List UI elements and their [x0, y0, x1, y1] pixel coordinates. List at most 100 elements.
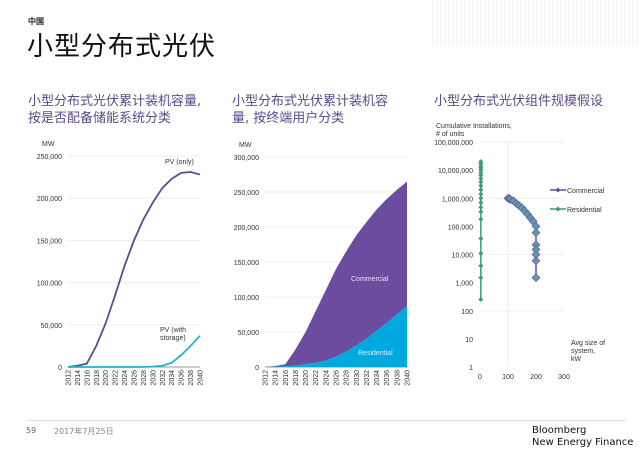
chart1-ytick-label: 250,000 — [37, 154, 62, 161]
chart1-ytick-label: 150,000 — [37, 238, 62, 245]
page-title: 小型分布式光伏 — [27, 32, 217, 62]
chart3-point-commercial — [531, 273, 541, 283]
chart2-xtick-label: 2020 — [303, 370, 310, 386]
chart3-ytick-label: 100,000,000 — [434, 140, 473, 147]
chart3-ytick-label: 10 — [465, 337, 473, 344]
chart1-ytick-label: 50,000 — [41, 323, 63, 330]
chart3-ytick-label: 100 — [461, 309, 473, 316]
chart2-xtick-label: 2034 — [374, 370, 381, 386]
chart1-xtick-label: 2018 — [94, 370, 101, 386]
chart1-xtick-label: 2028 — [141, 370, 148, 386]
chart1-xtick-label: 2020 — [103, 370, 110, 386]
chart3-point-residential — [478, 250, 484, 256]
chart2-ytick-label: 0 — [255, 365, 259, 372]
chart3-legend-marker-residential — [555, 206, 561, 212]
chart2-ytick-label: 150,000 — [234, 260, 259, 267]
chart3-xlabel: kW — [571, 356, 582, 363]
chart1-xtick-label: 2014 — [75, 370, 82, 386]
watermark — [432, 0, 640, 45]
chart3-point-residential — [478, 236, 484, 242]
chart1-ylabel: MW — [42, 141, 55, 148]
chart3-point-residential — [478, 179, 484, 185]
footer-date: 2017年7月25日 — [54, 427, 114, 436]
chart3-point-residential — [478, 275, 484, 281]
chart1-xtick-label: 2024 — [122, 370, 129, 386]
chart1-xtick-label: 2034 — [169, 370, 176, 386]
chart3-xtick-label: 300 — [558, 374, 570, 381]
chart3-point-residential — [478, 159, 484, 165]
chart3-ytick-label: 1,000 — [455, 281, 473, 288]
chart1-xtick-label: 2016 — [84, 370, 91, 386]
chart2-xtick-label: 2032 — [364, 370, 371, 386]
chart2-xtick-label: 2030 — [354, 370, 361, 386]
chart1-label-pv-only: PV (only) — [165, 159, 194, 166]
chart3-ytick-label: 10,000,000 — [438, 168, 473, 175]
chart3-ylabel-line2: # of units — [436, 131, 465, 138]
chart1-xtick-label: 2022 — [113, 370, 120, 386]
page-number: 59 — [26, 426, 37, 435]
chart2-xtick-label: 2014 — [273, 370, 280, 386]
chart2-xtick-label: 2026 — [334, 370, 341, 386]
chart3-point-residential — [478, 209, 484, 215]
chart2-title: 小型分布式光伏累计装机容量, 按终端用户分类 — [232, 94, 389, 126]
footer-divider — [26, 420, 626, 421]
chart3-ytick-label: 100,000 — [448, 224, 473, 231]
chart2-area-commercial — [265, 181, 407, 367]
brand-line2: New Energy Finance — [532, 437, 634, 448]
chart3-ytick-label: 10,000 — [452, 253, 474, 260]
chart1-series-line-pv-with-storage — [68, 335, 201, 368]
chart3-point-residential — [478, 183, 484, 189]
chart1-xtick-label: 2040 — [198, 370, 205, 386]
region-label: 中国 — [28, 17, 44, 26]
chart1-xtick-label: 2026 — [132, 370, 139, 386]
chart2-label-commercial: Commercial — [351, 276, 389, 283]
chart2-xtick-label: 2024 — [323, 370, 330, 386]
chart1-title: 小型分布式光伏累计装机容量, 按是否配备储能系统分类 — [28, 94, 202, 126]
chart3-xlabel: Avg size of — [571, 340, 605, 347]
chart2-ytick-label: 100,000 — [234, 295, 259, 302]
chart3-point-residential — [478, 204, 484, 210]
chart3-ytick-label: 1 — [469, 365, 473, 372]
chart1-ytick-label: 0 — [58, 365, 62, 372]
chart3-point-residential — [478, 297, 484, 303]
chart3-xlabel: system, — [571, 348, 595, 355]
chart3-legend-label-residential: Residential — [567, 207, 602, 214]
chart3-point-residential — [478, 200, 484, 206]
chart3-xtick-label: 0 — [478, 374, 482, 381]
chart3-ytick-label: 1,000,000 — [442, 196, 473, 203]
chart3-point-commercial — [531, 228, 541, 238]
chart1-xtick-label: 2038 — [188, 370, 195, 386]
chart3-xtick-label: 200 — [530, 374, 542, 381]
chart1-series-line-pv-only — [67, 171, 201, 368]
chart2-ytick-label: 250,000 — [234, 190, 259, 197]
chart3-legend-label-commercial: Commercial — [567, 188, 605, 195]
chart3-point-residential — [478, 263, 484, 269]
chart1-ytick-label: 200,000 — [37, 196, 62, 203]
chart2-xtick-label: 2036 — [384, 370, 391, 386]
chart2-label-residential: Residential — [358, 350, 393, 357]
chart3-point-residential — [478, 216, 484, 222]
chart3-ylabel-line1: Cumulative Installations, — [436, 123, 512, 130]
chart1-ytick-label: 100,000 — [37, 281, 62, 288]
chart2-ytick-label: 50,000 — [238, 330, 260, 337]
chart1-xtick-label: 2012 — [66, 370, 73, 386]
chart2-xtick-label: 2040 — [405, 370, 412, 386]
chart3-legend-marker-commercial — [555, 187, 561, 193]
chart3-point-residential — [478, 172, 484, 178]
chart2-ytick-label: 200,000 — [234, 225, 259, 232]
chart3-xtick-label: 100 — [502, 374, 514, 381]
chart3-point-commercial — [531, 256, 541, 266]
chart2-xtick-label: 2028 — [344, 370, 351, 386]
brand-line1: Bloomberg — [532, 425, 587, 436]
chart2-area-residential — [265, 306, 407, 367]
chart1-xtick-label: 2036 — [179, 370, 186, 386]
chart1-xtick-label: 2032 — [160, 370, 167, 386]
chart2-xtick-label: 2018 — [293, 370, 300, 386]
chart2-xtick-label: 2012 — [263, 370, 270, 386]
chart1-xtick-label: 2030 — [150, 370, 157, 386]
chart1-label-pv-storage: PV (with storage) — [160, 327, 186, 342]
chart3-point-residential — [478, 195, 484, 201]
chart2-ytick-label: 300,000 — [234, 155, 259, 162]
chart3-point-residential — [478, 170, 484, 176]
chart2-xtick-label: 2016 — [283, 370, 290, 386]
